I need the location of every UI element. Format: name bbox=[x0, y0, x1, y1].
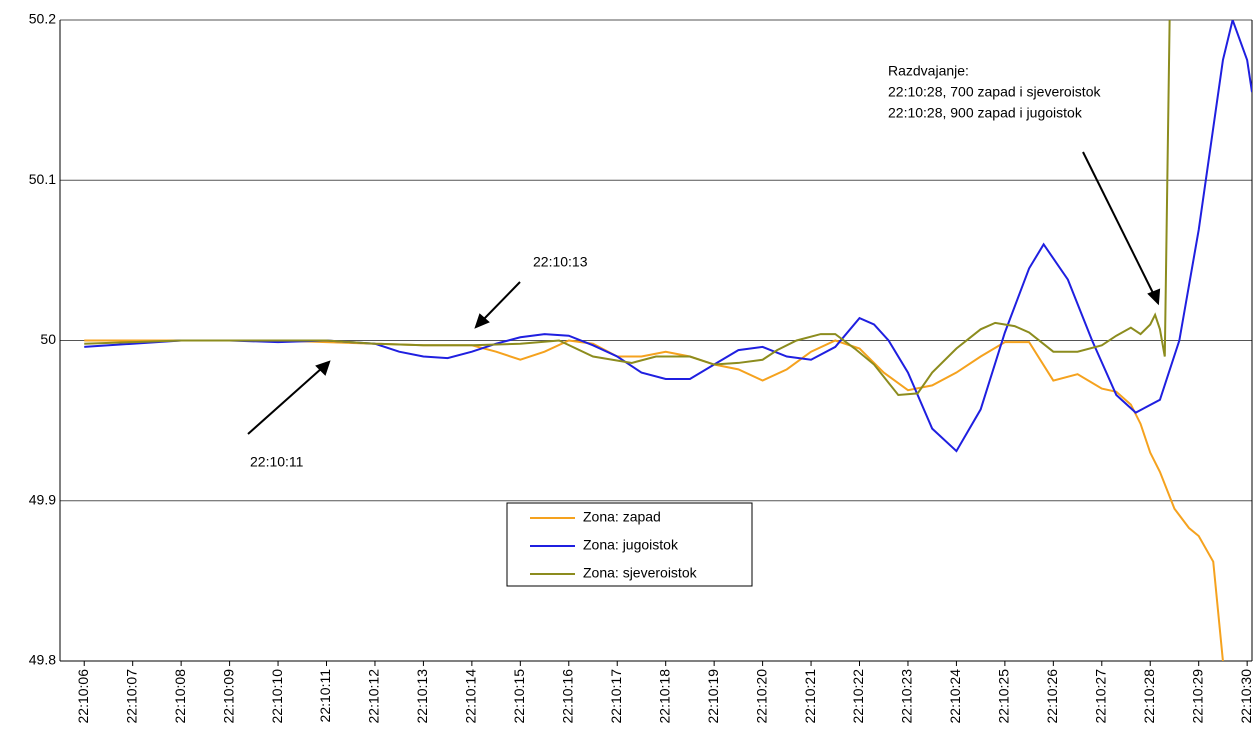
x-tick-label: 22:10:30 bbox=[1238, 669, 1254, 724]
annotation: 22:10:28, 900 zapad i jugoistok bbox=[888, 105, 1083, 121]
arrow bbox=[1082, 151, 1155, 296]
arrows bbox=[247, 151, 1161, 435]
y-tick-label: 49.8 bbox=[29, 652, 56, 668]
x-tick-label: 22:10:20 bbox=[753, 669, 769, 724]
lines bbox=[84, 20, 1252, 661]
legend-label: Zona: sjeveroistok bbox=[583, 565, 698, 581]
x-tick-label: 22:10:22 bbox=[850, 669, 866, 724]
x-tick-label: 22:10:09 bbox=[220, 669, 236, 724]
x-tick-label: 22:10:25 bbox=[996, 669, 1012, 724]
annotation: Razdvajanje: bbox=[888, 63, 969, 79]
annotation: 22:10:28, 700 zapad i sjeveroistok bbox=[888, 84, 1101, 100]
x-tick-label: 22:10:19 bbox=[705, 669, 721, 724]
legend-box bbox=[506, 502, 753, 587]
series-line bbox=[84, 20, 1171, 397]
y-tick-label: 50 bbox=[40, 331, 56, 347]
x-tick-label: 22:10:17 bbox=[608, 669, 624, 724]
annotation: 22:10:11 bbox=[250, 454, 304, 470]
arrow-head bbox=[474, 313, 490, 329]
x-tick-label: 22:10:08 bbox=[172, 669, 188, 724]
x-tick-label: 22:10:23 bbox=[899, 669, 915, 724]
arrow-head bbox=[315, 360, 331, 376]
y-tick-label: 49.9 bbox=[29, 491, 56, 507]
x-tick-label: 22:10:14 bbox=[463, 669, 479, 724]
x-tick-label: 22:10:10 bbox=[269, 669, 285, 724]
x-tick-label: 22:10:07 bbox=[123, 669, 139, 724]
x-tick-label: 22:10:29 bbox=[1189, 669, 1205, 724]
legend-label: Zona: zapad bbox=[583, 509, 661, 525]
x-tick-label: 22:10:16 bbox=[559, 669, 575, 724]
y-tick-label: 50.1 bbox=[29, 171, 56, 187]
x-tick-label: 22:10:06 bbox=[75, 669, 91, 724]
x-tick-label: 22:10:26 bbox=[1044, 669, 1060, 724]
x-tick-label: 22:10:24 bbox=[947, 669, 963, 724]
x-tick-label: 22:10:12 bbox=[366, 669, 382, 724]
x-tick-label: 22:10:11 bbox=[317, 669, 333, 723]
x-tick-label: 22:10:28 bbox=[1141, 669, 1157, 724]
legend: Zona: zapad Zona: jugoistok Zona: sjeveroi… bbox=[506, 502, 753, 587]
x-tick-label: 22:10:21 bbox=[802, 669, 818, 724]
x-tick-label: 22:10:27 bbox=[1092, 669, 1108, 724]
series-line bbox=[84, 20, 1252, 453]
arrow-head bbox=[1147, 288, 1161, 306]
arrow bbox=[481, 281, 521, 322]
x-tick-label: 22:10:18 bbox=[656, 669, 672, 724]
y-tick-label: 50.2 bbox=[29, 11, 56, 27]
annotation: 22:10:13 bbox=[533, 254, 588, 270]
legend-label: Zona: jugoistok bbox=[583, 537, 679, 553]
arrow bbox=[247, 367, 323, 435]
x-tick-label: 22:10:13 bbox=[414, 669, 430, 724]
x-tick-label: 22:10:15 bbox=[511, 669, 527, 724]
